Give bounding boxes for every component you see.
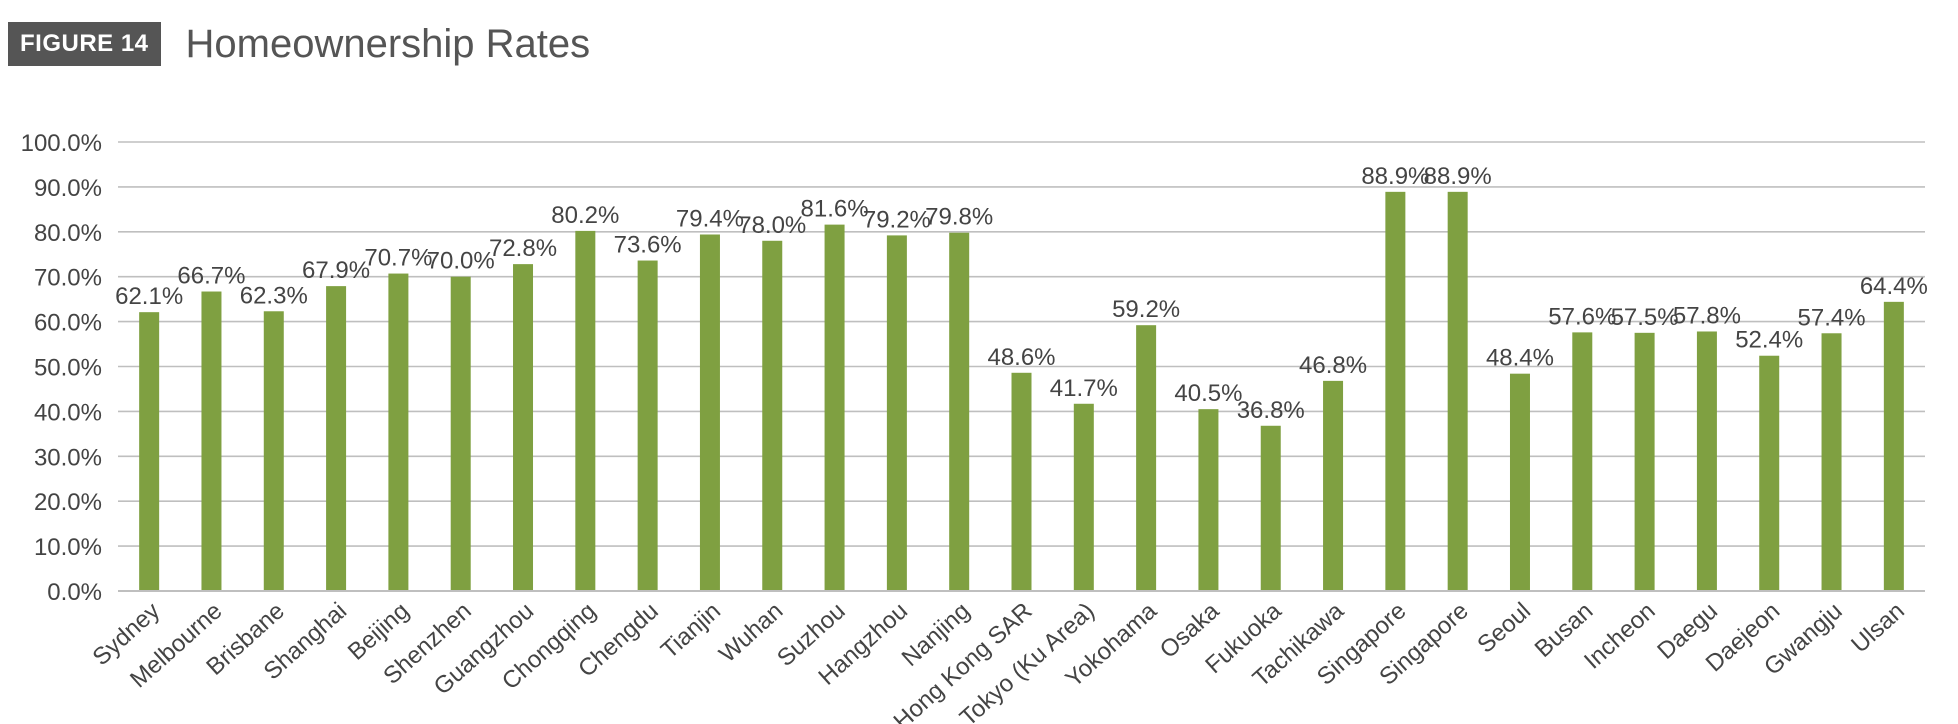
data-label: 70.0%	[427, 248, 495, 275]
bar	[1572, 332, 1593, 591]
bar	[1447, 191, 1468, 592]
data-label: 48.6%	[987, 344, 1055, 371]
y-tick-label: 10.0%	[34, 534, 102, 561]
bar	[699, 234, 720, 591]
y-tick-label: 0.0%	[47, 579, 102, 606]
data-label: 73.6%	[614, 232, 682, 259]
bar	[824, 224, 845, 591]
data-label: 88.9%	[1361, 163, 1429, 190]
data-label: 36.8%	[1237, 397, 1305, 424]
data-label: 41.7%	[1050, 375, 1118, 402]
data-label: 79.8%	[925, 204, 993, 231]
x-category-label: Tianjin	[656, 597, 726, 664]
x-axis-category-labels: SydneyMelbourneBrisbaneShanghaiBeijingSh…	[88, 597, 1910, 724]
data-label: 79.2%	[863, 206, 931, 233]
data-label: 57.8%	[1673, 302, 1741, 329]
y-tick-label: 70.0%	[34, 265, 102, 292]
bar	[1634, 332, 1655, 591]
y-axis-tick-labels: 0.0% 10.0% 20.0% 30.0% 40.0% 50.0% 60.0% 70.0% 8…	[21, 130, 102, 606]
bar	[1385, 191, 1406, 592]
bar	[1323, 380, 1344, 591]
bar	[513, 264, 534, 591]
figure-header: FIGURE 14 Homeownership Rates	[8, 22, 590, 66]
bar	[1883, 301, 1904, 591]
bar	[263, 311, 284, 591]
x-category-label: Incheon	[1579, 597, 1661, 674]
y-tick-label: 40.0%	[34, 399, 102, 426]
data-label: 48.4%	[1486, 345, 1554, 372]
data-label: 72.8%	[489, 235, 557, 262]
bar	[1821, 333, 1842, 591]
x-category-label: Seoul	[1472, 597, 1536, 658]
data-label: 64.4%	[1860, 273, 1928, 300]
data-label: 57.6%	[1548, 303, 1616, 330]
bar	[326, 286, 347, 591]
y-tick-label: 20.0%	[34, 489, 102, 516]
data-label: 59.2%	[1112, 296, 1180, 323]
bars	[139, 191, 1904, 592]
data-label: 88.9%	[1424, 163, 1492, 190]
bar	[1198, 409, 1219, 591]
data-label: 52.4%	[1735, 327, 1803, 354]
bar	[1696, 331, 1717, 591]
chart-title: Homeownership Rates	[185, 22, 591, 66]
data-label: 70.7%	[364, 245, 432, 272]
data-label: 57.4%	[1798, 304, 1866, 331]
bar	[575, 230, 596, 592]
bar	[1136, 325, 1157, 591]
data-label: 80.2%	[551, 202, 619, 229]
data-label: 57.5%	[1611, 304, 1679, 331]
bar	[1260, 425, 1281, 591]
bar	[1011, 372, 1032, 591]
data-label: 62.1%	[115, 283, 183, 310]
y-tick-label: 60.0%	[34, 310, 102, 337]
bar	[450, 276, 471, 591]
data-label: 78.0%	[738, 212, 806, 239]
bar	[762, 240, 783, 591]
bar	[886, 235, 907, 591]
y-tick-label: 100.0%	[21, 130, 102, 157]
y-tick-label: 80.0%	[34, 220, 102, 247]
data-label: 79.4%	[676, 205, 744, 232]
y-tick-label: 90.0%	[34, 175, 102, 202]
bar	[1759, 355, 1780, 591]
bar	[949, 232, 970, 591]
bar	[201, 291, 222, 591]
data-labels: 62.1%66.7%62.3%67.9%70.7%70.0%72.8% 80.2%…	[115, 163, 1928, 424]
bar	[139, 312, 160, 591]
bar	[1509, 373, 1530, 591]
y-tick-label: 50.0%	[34, 355, 102, 382]
x-category-label: Ulsan	[1846, 597, 1910, 658]
data-label: 67.9%	[302, 257, 370, 284]
data-label: 40.5%	[1174, 380, 1242, 407]
data-label: 62.3%	[240, 282, 308, 309]
data-label: 66.7%	[177, 263, 245, 290]
bar	[388, 273, 409, 591]
y-tick-label: 30.0%	[34, 444, 102, 471]
bar	[637, 260, 658, 591]
data-label: 81.6%	[801, 196, 869, 223]
bar	[1073, 403, 1094, 591]
data-label: 46.8%	[1299, 352, 1367, 379]
figure-label-badge: FIGURE 14	[8, 22, 161, 66]
